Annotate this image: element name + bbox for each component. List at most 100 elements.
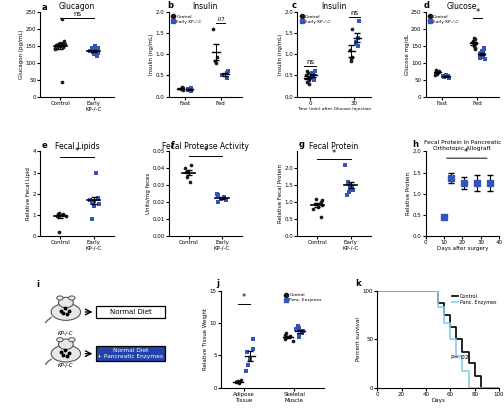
Point [177,86,185,92]
Ellipse shape [58,297,73,308]
Point [59,212,68,219]
Point [442,71,450,78]
Point [222,197,230,204]
Point [347,58,355,64]
Control [429,288,435,293]
Point [181,165,189,172]
Title: Insulin: Insulin [193,2,218,11]
Point [178,84,186,91]
Text: g: g [299,140,305,149]
Panc. Enzymes [435,305,441,310]
Point [295,325,303,331]
Point [220,194,228,200]
Text: .07: .07 [216,17,225,22]
Point [348,53,356,60]
Title: Fecal Protein in Pancreatic
Orthotopic Allograft: Fecal Protein in Pancreatic Orthotopic A… [423,140,501,151]
Control [441,313,447,317]
Y-axis label: Relative Protein: Relative Protein [406,172,411,215]
Title: Fecal Lipids: Fecal Lipids [55,142,99,151]
Point [445,75,453,81]
Point [298,329,306,336]
Point [235,380,243,386]
Point [470,41,478,48]
Point [432,69,440,75]
Point [470,43,478,49]
Text: *: * [475,8,480,17]
Text: b: b [168,1,174,10]
Point [318,202,326,208]
Point [286,333,294,339]
Panc. Enzymes [454,353,460,358]
Point [59,40,68,47]
Point [355,18,363,24]
Point [91,43,99,49]
Point [61,41,70,48]
Point [299,328,307,334]
Point [471,46,479,53]
Point [481,56,489,63]
Point [223,68,231,75]
Point [92,51,100,58]
Point [54,42,62,49]
Point [185,179,194,185]
Point [54,228,62,235]
Point [439,74,448,80]
Point [52,44,60,50]
Point [344,179,352,185]
Point [305,76,313,83]
Ellipse shape [56,296,63,300]
Point [213,53,221,60]
Point [294,331,302,338]
Point [348,26,356,32]
Point [186,162,195,168]
Point [289,338,297,344]
Point [282,329,290,336]
Point [346,47,354,53]
Point [242,368,250,375]
Point [94,195,102,201]
Point [54,211,62,218]
Control [466,361,472,366]
Point [59,43,67,50]
Point [237,377,245,384]
Panc. Enzymes [447,337,453,341]
Y-axis label: Percent survival: Percent survival [356,317,361,361]
Point [471,44,479,51]
Legend: Control, Early KP-/-C: Control, Early KP-/-C [299,14,331,24]
Legend: Control, Panc. Enzymes: Control, Panc. Enzymes [284,293,322,303]
Legend: Control, Early KP-/-C: Control, Early KP-/-C [428,14,459,24]
Point [186,87,195,94]
Point [51,46,59,53]
Point [294,323,302,329]
Y-axis label: Insulin (ng/mL): Insulin (ng/mL) [149,34,154,75]
Text: h: h [412,140,418,149]
Line: Panc. Enzymes: Panc. Enzymes [377,290,499,388]
Legend: Control, Early KP-/-C: Control, Early KP-/-C [171,14,202,24]
Text: Normal Diet: Normal Diet [109,309,151,315]
Text: ns: ns [350,11,358,16]
Text: a: a [42,2,47,11]
Point [214,192,222,199]
Point [94,49,102,56]
Control [460,349,466,354]
Ellipse shape [56,337,63,342]
Point [345,188,353,195]
Point [249,346,257,352]
Point [479,52,487,59]
Ellipse shape [51,304,81,320]
Point [53,211,61,217]
Point [211,58,219,64]
Text: KP-/-C: KP-/-C [58,330,74,335]
Point [354,43,362,49]
Point [179,85,187,91]
Point [55,211,63,217]
Point [343,192,351,199]
Legend: Control, Panc. Enzymes: Control, Panc. Enzymes [452,293,496,305]
Text: e: e [42,141,48,150]
Point [430,71,438,78]
Point [212,60,220,66]
Point [317,214,325,220]
Text: c: c [292,1,297,10]
Point [305,81,313,87]
Point [352,40,360,47]
